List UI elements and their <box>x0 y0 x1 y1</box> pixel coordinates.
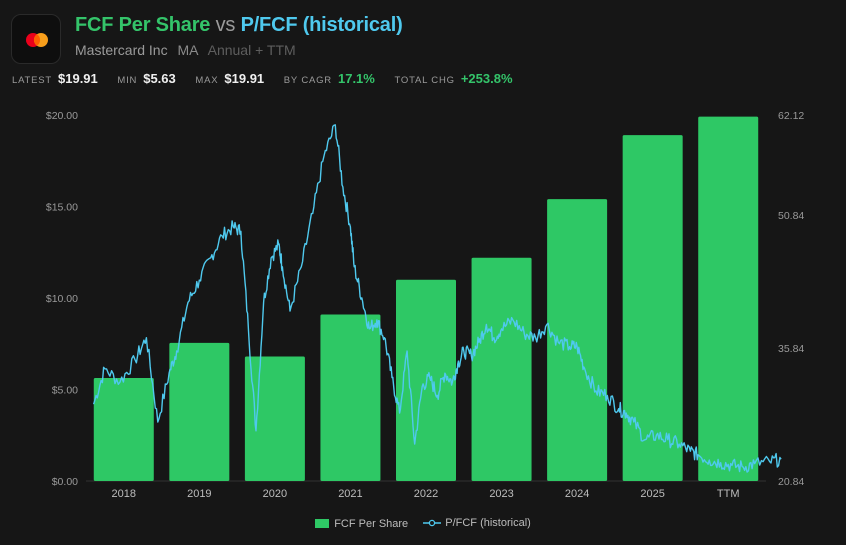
company-logo <box>11 14 61 64</box>
bar-fcf-2021 <box>320 314 381 481</box>
legend-swatch-bar <box>315 519 330 528</box>
stat-value: $19.91 <box>58 71 98 86</box>
bar-fcf-2020 <box>244 356 305 481</box>
stat-value: +253.8% <box>460 71 513 86</box>
stat-label: MAX <box>195 75 219 86</box>
stat-label: MIN <box>117 75 138 86</box>
x-axis-tick: TTM <box>717 488 740 500</box>
legend-item-pfcf[interactable]: P/FCF (historical) <box>423 517 531 529</box>
stat-cagr: BY CAGR 17.1% <box>284 71 375 86</box>
stat-value: 17.1% <box>337 71 375 86</box>
bar-fcf-2025 <box>622 135 683 481</box>
bar-fcf-2019 <box>169 342 230 481</box>
x-axis-tick: 2019 <box>187 488 211 500</box>
left-axis-tick: $0.00 <box>52 476 78 488</box>
stat-label: LATEST <box>12 75 52 86</box>
title-fcf: FCF Per Share <box>75 14 211 36</box>
left-axis-tick: $5.00 <box>52 385 78 397</box>
line-pfcf-historical <box>92 124 782 473</box>
x-axis-tick: 2022 <box>414 488 438 500</box>
x-axis-tick: 2018 <box>112 488 136 500</box>
stat-total-change: TOTAL CHG +253.8% <box>394 71 512 86</box>
page-subtitle: Mastercard Inc MA Annual + TTM <box>75 42 296 58</box>
x-axis-tick: 2020 <box>263 488 287 500</box>
stat-max: MAX $19.91 <box>195 71 264 86</box>
right-axis-tick: 50.84 <box>778 210 804 222</box>
bar-fcf-2022 <box>396 279 456 481</box>
right-axis-tick: 62.12 <box>778 110 804 122</box>
left-axis-tick: $20.00 <box>46 110 78 122</box>
right-axis-tick: 35.84 <box>778 343 804 355</box>
legend-label-pfcf: P/FCF (historical) <box>445 517 531 529</box>
company-name: Mastercard Inc <box>75 42 168 58</box>
bar-fcf-2023 <box>471 257 532 481</box>
stat-label: TOTAL CHG <box>394 75 455 86</box>
legend-label-fcf: FCF Per Share <box>334 517 409 530</box>
stat-min: MIN $5.63 <box>117 71 175 86</box>
stat-label: BY CAGR <box>283 75 332 86</box>
legend-item-fcf[interactable]: FCF Per Share <box>315 518 408 530</box>
x-axis-tick: 2024 <box>565 488 589 500</box>
bar-fcf-ttm <box>698 116 759 481</box>
stat-latest: LATEST $19.91 <box>12 71 98 86</box>
right-axis-tick: 20.84 <box>778 476 804 488</box>
chart-legend: FCF Per Share P/FCF (historical) <box>0 517 846 531</box>
stats-bar: LATEST $19.91 MIN $5.63 MAX $19.91 BY CAGR 1… <box>12 71 529 86</box>
left-axis-tick: $15.00 <box>46 202 78 214</box>
mastercard-logo-icon <box>26 33 48 47</box>
x-axis-tick: 2025 <box>640 488 664 500</box>
stat-value: $19.91 <box>224 71 265 86</box>
legend-swatch-line <box>423 519 442 527</box>
bar-fcf-2018 <box>93 377 154 481</box>
page-title: FCF Per Share vs P/FCF (historical) <box>75 14 403 37</box>
stat-value: $5.63 <box>143 71 176 86</box>
period-label: Annual + TTM <box>207 42 296 58</box>
left-axis-tick: $10.00 <box>46 293 78 305</box>
ticker-symbol: MA <box>177 42 198 58</box>
bar-fcf-2024 <box>547 199 608 481</box>
title-vs: vs <box>215 14 236 36</box>
x-axis-tick: 2021 <box>338 488 362 500</box>
title-pfcf: P/FCF (historical) <box>240 14 403 36</box>
x-axis-tick: 2023 <box>489 488 513 500</box>
